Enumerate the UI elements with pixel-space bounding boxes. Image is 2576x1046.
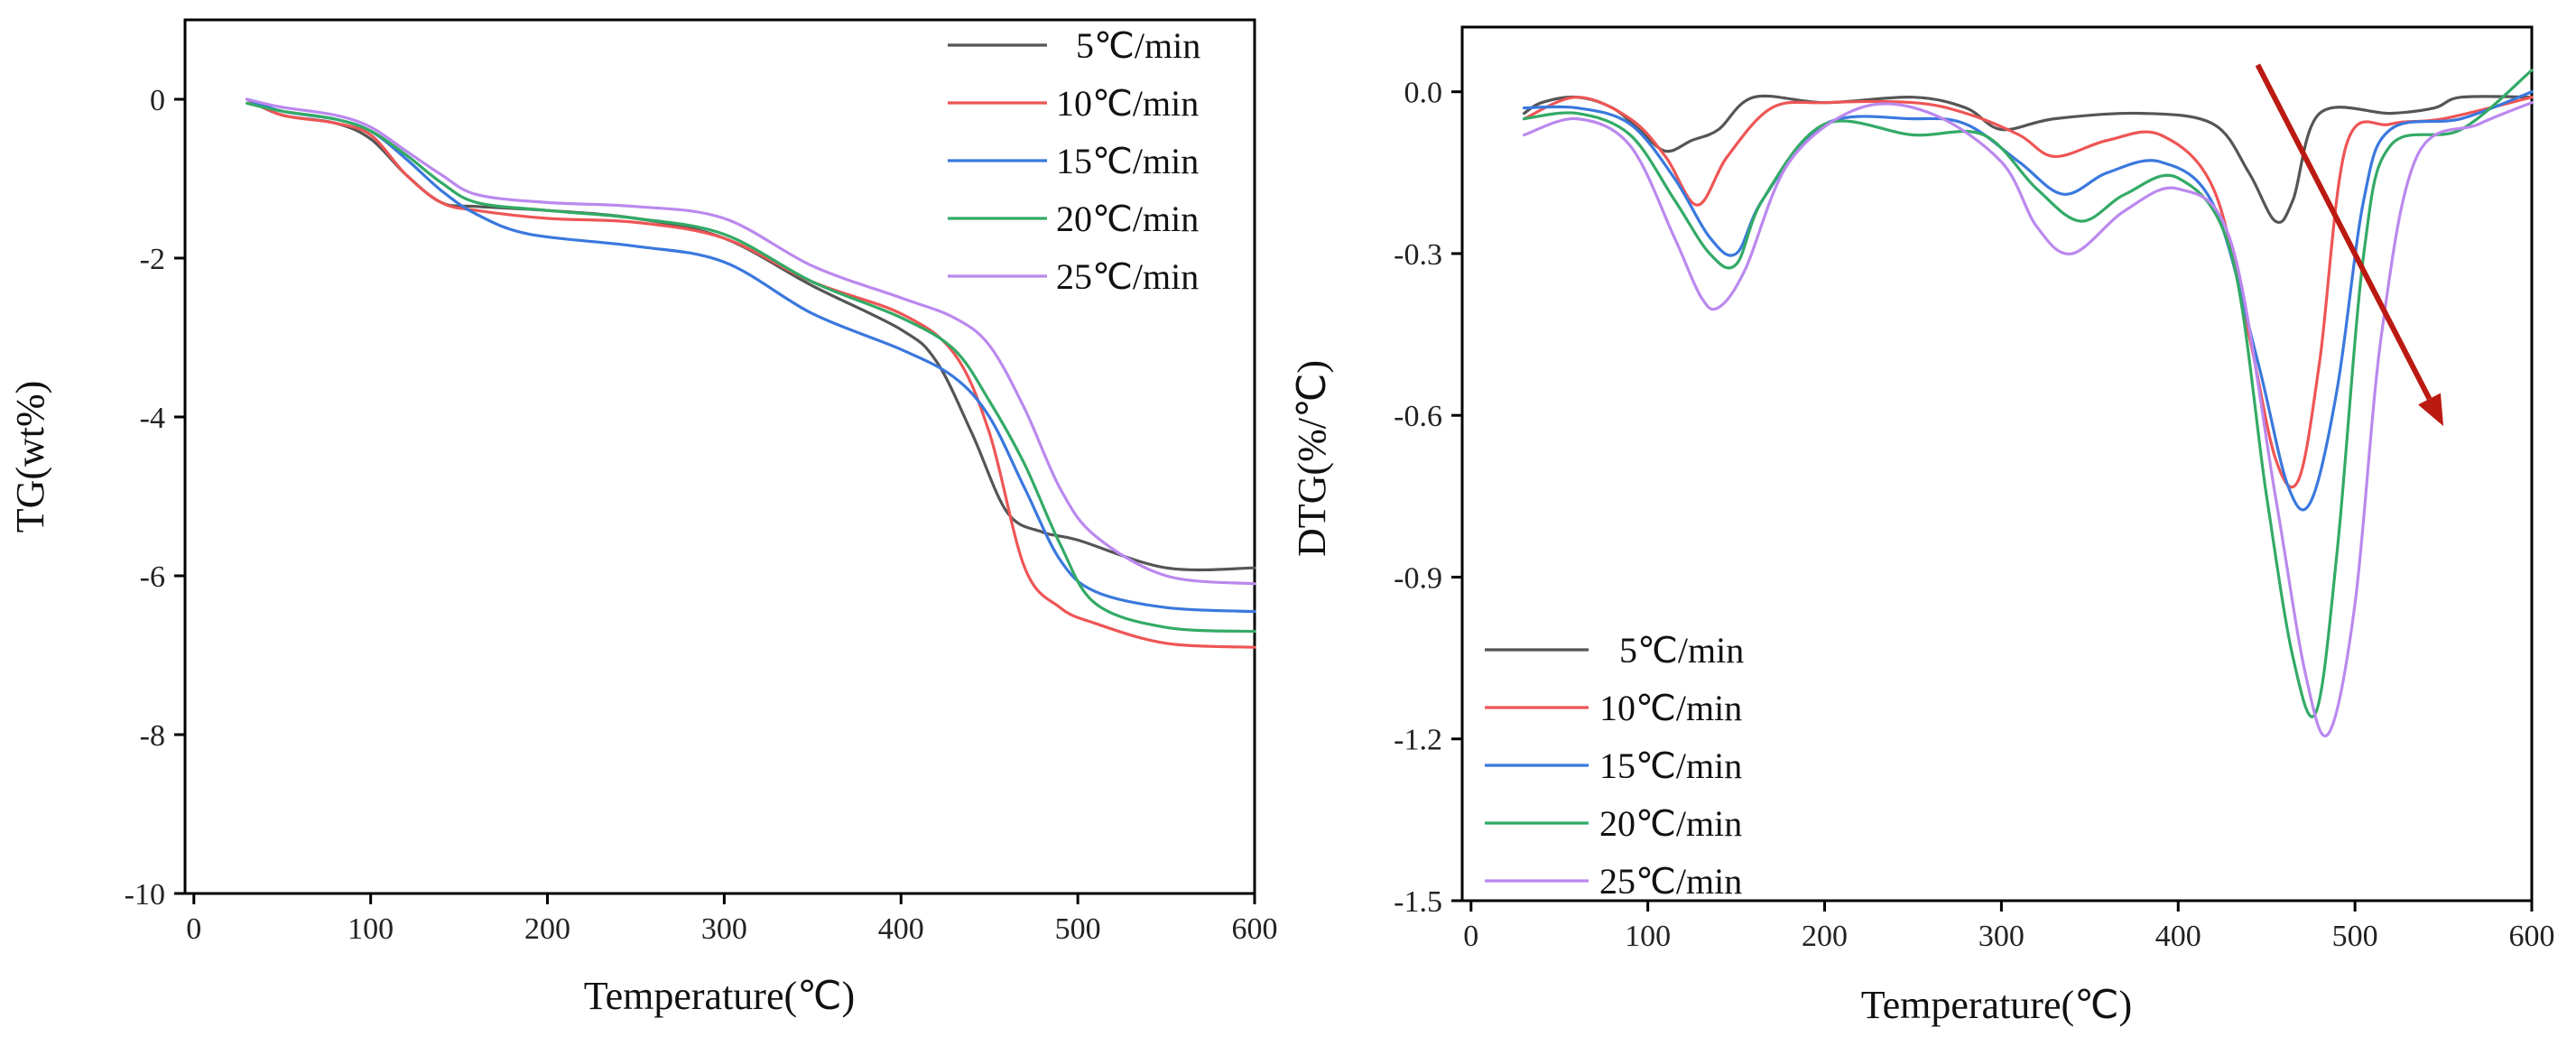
dtg-legend: 5℃/min 10℃/min 15℃/min 20℃/min 25℃/min	[1485, 630, 1744, 902]
tg-x-tick-label: 400	[878, 912, 924, 946]
dtg-x-tick-label: 200	[1802, 920, 1848, 953]
dtg-legend-label-2: 15℃/min	[1599, 745, 1742, 786]
dtg-legend-label-1: 10℃/min	[1599, 688, 1742, 728]
tg-x-tick-label: 500	[1055, 912, 1101, 946]
dtg-y-tick-label: -1.5	[1394, 885, 1442, 919]
dtg-y-tick-label: -1.2	[1394, 724, 1442, 757]
dtg-x-tick-label: 400	[2155, 920, 2201, 953]
tg-series-line-3	[246, 101, 1256, 634]
trend-arrow-head	[2418, 393, 2444, 427]
dtg-x-axis-label: Temperature(℃)	[1861, 983, 2132, 1027]
tg-y-tick-label: 0	[150, 84, 165, 117]
dtg-legend-label-3: 20℃/min	[1599, 803, 1742, 844]
tg-series-line-1	[246, 97, 1256, 649]
dtg-y-tick-label: -0.9	[1394, 561, 1442, 595]
tg-chart: 0 100 200 300 400 500 600 0 -2 -4 -6 -8 -10 5℃/min 10…	[8, 18, 1278, 1018]
dtg-y-tick-label: -0.6	[1394, 400, 1442, 433]
tg-y-tick-label: -8	[140, 719, 165, 753]
tg-legend-label-1: 10℃/min	[1056, 83, 1199, 124]
dtg-chart: 0 100 200 300 400 500 600 0.0 -0.3 -0.6 -0.9 -1.2 -1…	[1290, 25, 2555, 1027]
tg-x-tick-label: 300	[701, 912, 747, 946]
tg-y-tick-label: -4	[140, 402, 165, 435]
dtg-series-line-2	[1523, 90, 2534, 512]
dtg-x-tick-label: 600	[2509, 920, 2555, 953]
tg-series-line-4	[246, 97, 1256, 586]
dtg-x-tick-label: 0	[1463, 920, 1478, 953]
dtg-y-tick-label: -0.3	[1394, 238, 1442, 272]
tg-legend-label-2: 15℃/min	[1056, 141, 1199, 181]
dtg-legend-label-4: 25℃/min	[1599, 861, 1742, 902]
tg-y-tick-label: -10	[125, 878, 165, 912]
dtg-x-tick-label: 500	[2332, 920, 2378, 953]
tg-y-tick-label: -6	[140, 560, 165, 594]
dtg-plot-frame	[1460, 25, 2534, 903]
dtg-series-line-3	[1523, 69, 2534, 718]
tg-x-tick-label: 200	[524, 912, 570, 946]
tg-x-tick-label: 100	[347, 912, 394, 946]
dtg-series-line-4	[1523, 101, 2534, 737]
dtg-y-axis-label: DTG(%/℃)	[1290, 360, 1334, 557]
tg-y-tick-label: -2	[140, 243, 165, 276]
dtg-x-tick-label: 300	[1978, 920, 2025, 953]
tg-legend-label-3: 20℃/min	[1056, 199, 1199, 239]
tg-legend: 5℃/min 10℃/min 15℃/min 20℃/min 25℃/min	[948, 25, 1200, 297]
tg-x-tick-label: 0	[186, 912, 201, 946]
trend-arrow-shaft	[2255, 63, 2432, 401]
dtg-series-line-0	[1523, 94, 2534, 224]
tg-legend-label-4: 25℃/min	[1056, 256, 1199, 297]
tg-legend-label-0: 5℃/min	[1076, 25, 1200, 66]
dtg-y-tick-label: 0.0	[1404, 77, 1443, 110]
tg-y-axis-label: TG(wt%)	[8, 381, 52, 533]
tg-plot-frame	[183, 18, 1256, 895]
tg-x-tick-label: 600	[1232, 912, 1278, 946]
tg-x-axis-label: Temperature(℃)	[584, 974, 855, 1018]
dtg-x-tick-label: 100	[1625, 920, 1671, 953]
dtg-series-line-1	[1523, 96, 2534, 489]
dtg-legend-label-0: 5℃/min	[1619, 630, 1744, 671]
